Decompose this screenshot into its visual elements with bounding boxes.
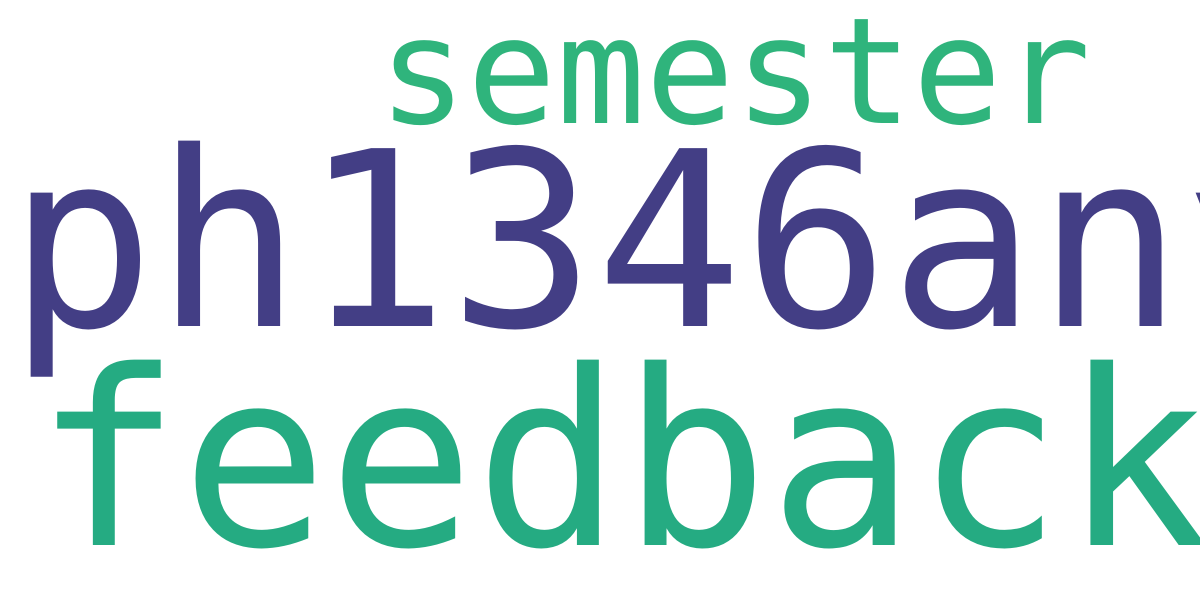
word-ph1346any: ph1346any bbox=[8, 100, 1200, 384]
word-semester: semester bbox=[378, 0, 1091, 158]
word-feedback: feedback bbox=[34, 319, 1200, 600]
